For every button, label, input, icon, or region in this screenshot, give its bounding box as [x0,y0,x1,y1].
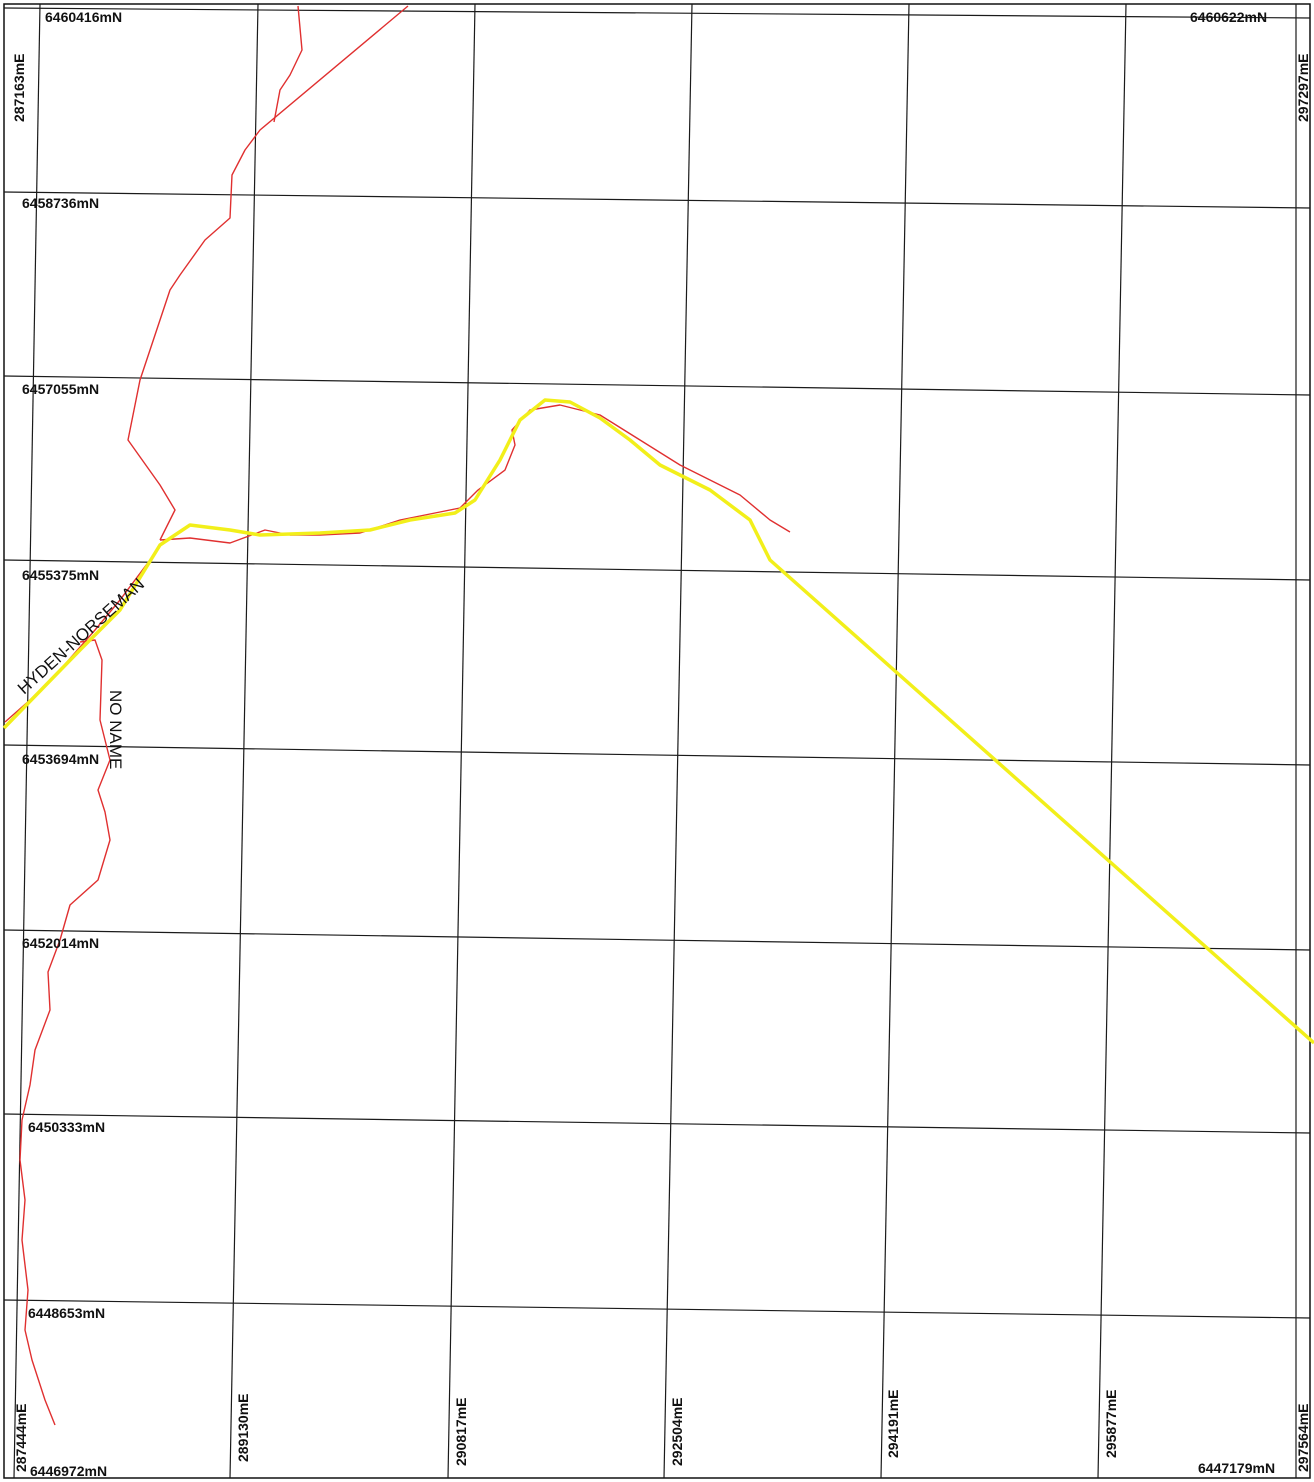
easting-label-1: 287444mE [13,1403,29,1472]
northing-label-5: 6453694mN [22,751,99,767]
easting-label-5: 294191mE [885,1389,901,1458]
northing-label-4: 6455375mN [22,567,99,583]
red-track-diagonal [127,5,409,541]
easting-line [447,3,476,1479]
easting-line [663,3,693,1479]
northing-label-2: 6458736mN [22,195,99,211]
yellow-main-road [2,398,1314,1045]
easting-line [229,3,259,1479]
road-label-side: NO NAME [106,690,125,769]
corner-easting-top-left: 287163mE [11,53,27,122]
northing-label-3: 6457055mN [22,381,99,397]
northing-label-8: 6448653mN [28,1305,105,1321]
map-frame [3,3,1311,1479]
easting-labels: 287444mE 289130mE 290817mE 292504mE 2941… [13,1389,1311,1472]
easting-label-3: 290817mE [453,1397,469,1466]
easting-label-4: 292504mE [669,1397,685,1466]
easting-line [1097,3,1127,1479]
northing-label-7: 6450333mN [28,1119,105,1135]
corner-northing-top-right: 6460622mN [1190,9,1267,25]
northing-label-9: 6446972mN [30,1463,107,1479]
red-track-north-branch [273,5,303,123]
northing-labels: 6460416mN 6458736mN 6457055mN 6455375mN … [22,9,122,1479]
northing-grid-lines [3,7,1311,1319]
northing-line [3,744,1311,766]
easting-line [13,3,41,1479]
easting-line [880,3,910,1479]
red-track-main [159,404,791,544]
corner-easting-top-right: 297297mE [1295,53,1311,122]
northing-line [3,7,1311,19]
corner-northing-bottom-right: 6447179mN [1198,1460,1275,1476]
red-track-side [19,639,111,1426]
northing-line [3,375,1311,396]
northing-line [3,559,1311,581]
northing-line [3,1299,1311,1319]
northing-line [3,929,1311,951]
northing-label-1: 6460416mN [45,9,122,25]
easting-grid-lines [13,3,1297,1479]
easting-label-2: 289130mE [235,1393,251,1462]
easting-label-6: 295877mE [1103,1389,1119,1458]
easting-label-7: 297564mE [1295,1403,1311,1472]
road-label-main: HYDEN-NORSEMAN [14,575,148,698]
northing-line [3,1113,1311,1134]
northing-line [3,191,1311,209]
northing-label-6: 6452014mN [22,935,99,951]
